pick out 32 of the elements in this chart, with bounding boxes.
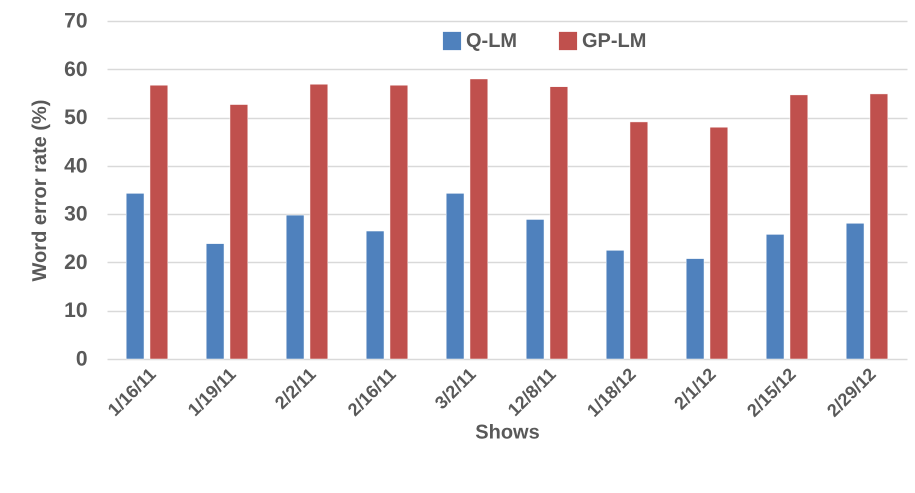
bar (150, 84, 168, 360)
y-tick-label: 70 (64, 10, 88, 32)
legend-label: Q-LM (466, 30, 518, 52)
y-tick-label: 10 (64, 299, 88, 322)
bar (790, 94, 808, 360)
bar (630, 122, 648, 360)
x-axis-title: Shows (475, 422, 540, 444)
bar (366, 230, 384, 360)
bar (446, 193, 464, 360)
y-tick-label: 30 (64, 202, 88, 226)
bar (846, 223, 864, 360)
bar (390, 84, 408, 360)
bar (870, 94, 888, 360)
y-tick-label: 40 (64, 154, 88, 178)
bar (126, 193, 144, 360)
bar (230, 104, 248, 360)
y-tick-label: 60 (64, 58, 88, 81)
bar (286, 214, 304, 360)
y-tick-label: 50 (64, 106, 88, 130)
bar (310, 84, 328, 360)
legend-label: GP-LM (582, 30, 646, 52)
y-tick-label: 20 (64, 250, 88, 274)
y-tick-label: 0 (76, 348, 88, 370)
bar (526, 219, 544, 360)
bar (766, 234, 784, 360)
bar (606, 250, 624, 360)
bar (470, 78, 488, 360)
bar (206, 243, 224, 360)
bar (710, 126, 728, 360)
bar (686, 258, 704, 360)
bar (550, 86, 568, 360)
y-axis-title: Word error rate (%) (29, 100, 52, 282)
